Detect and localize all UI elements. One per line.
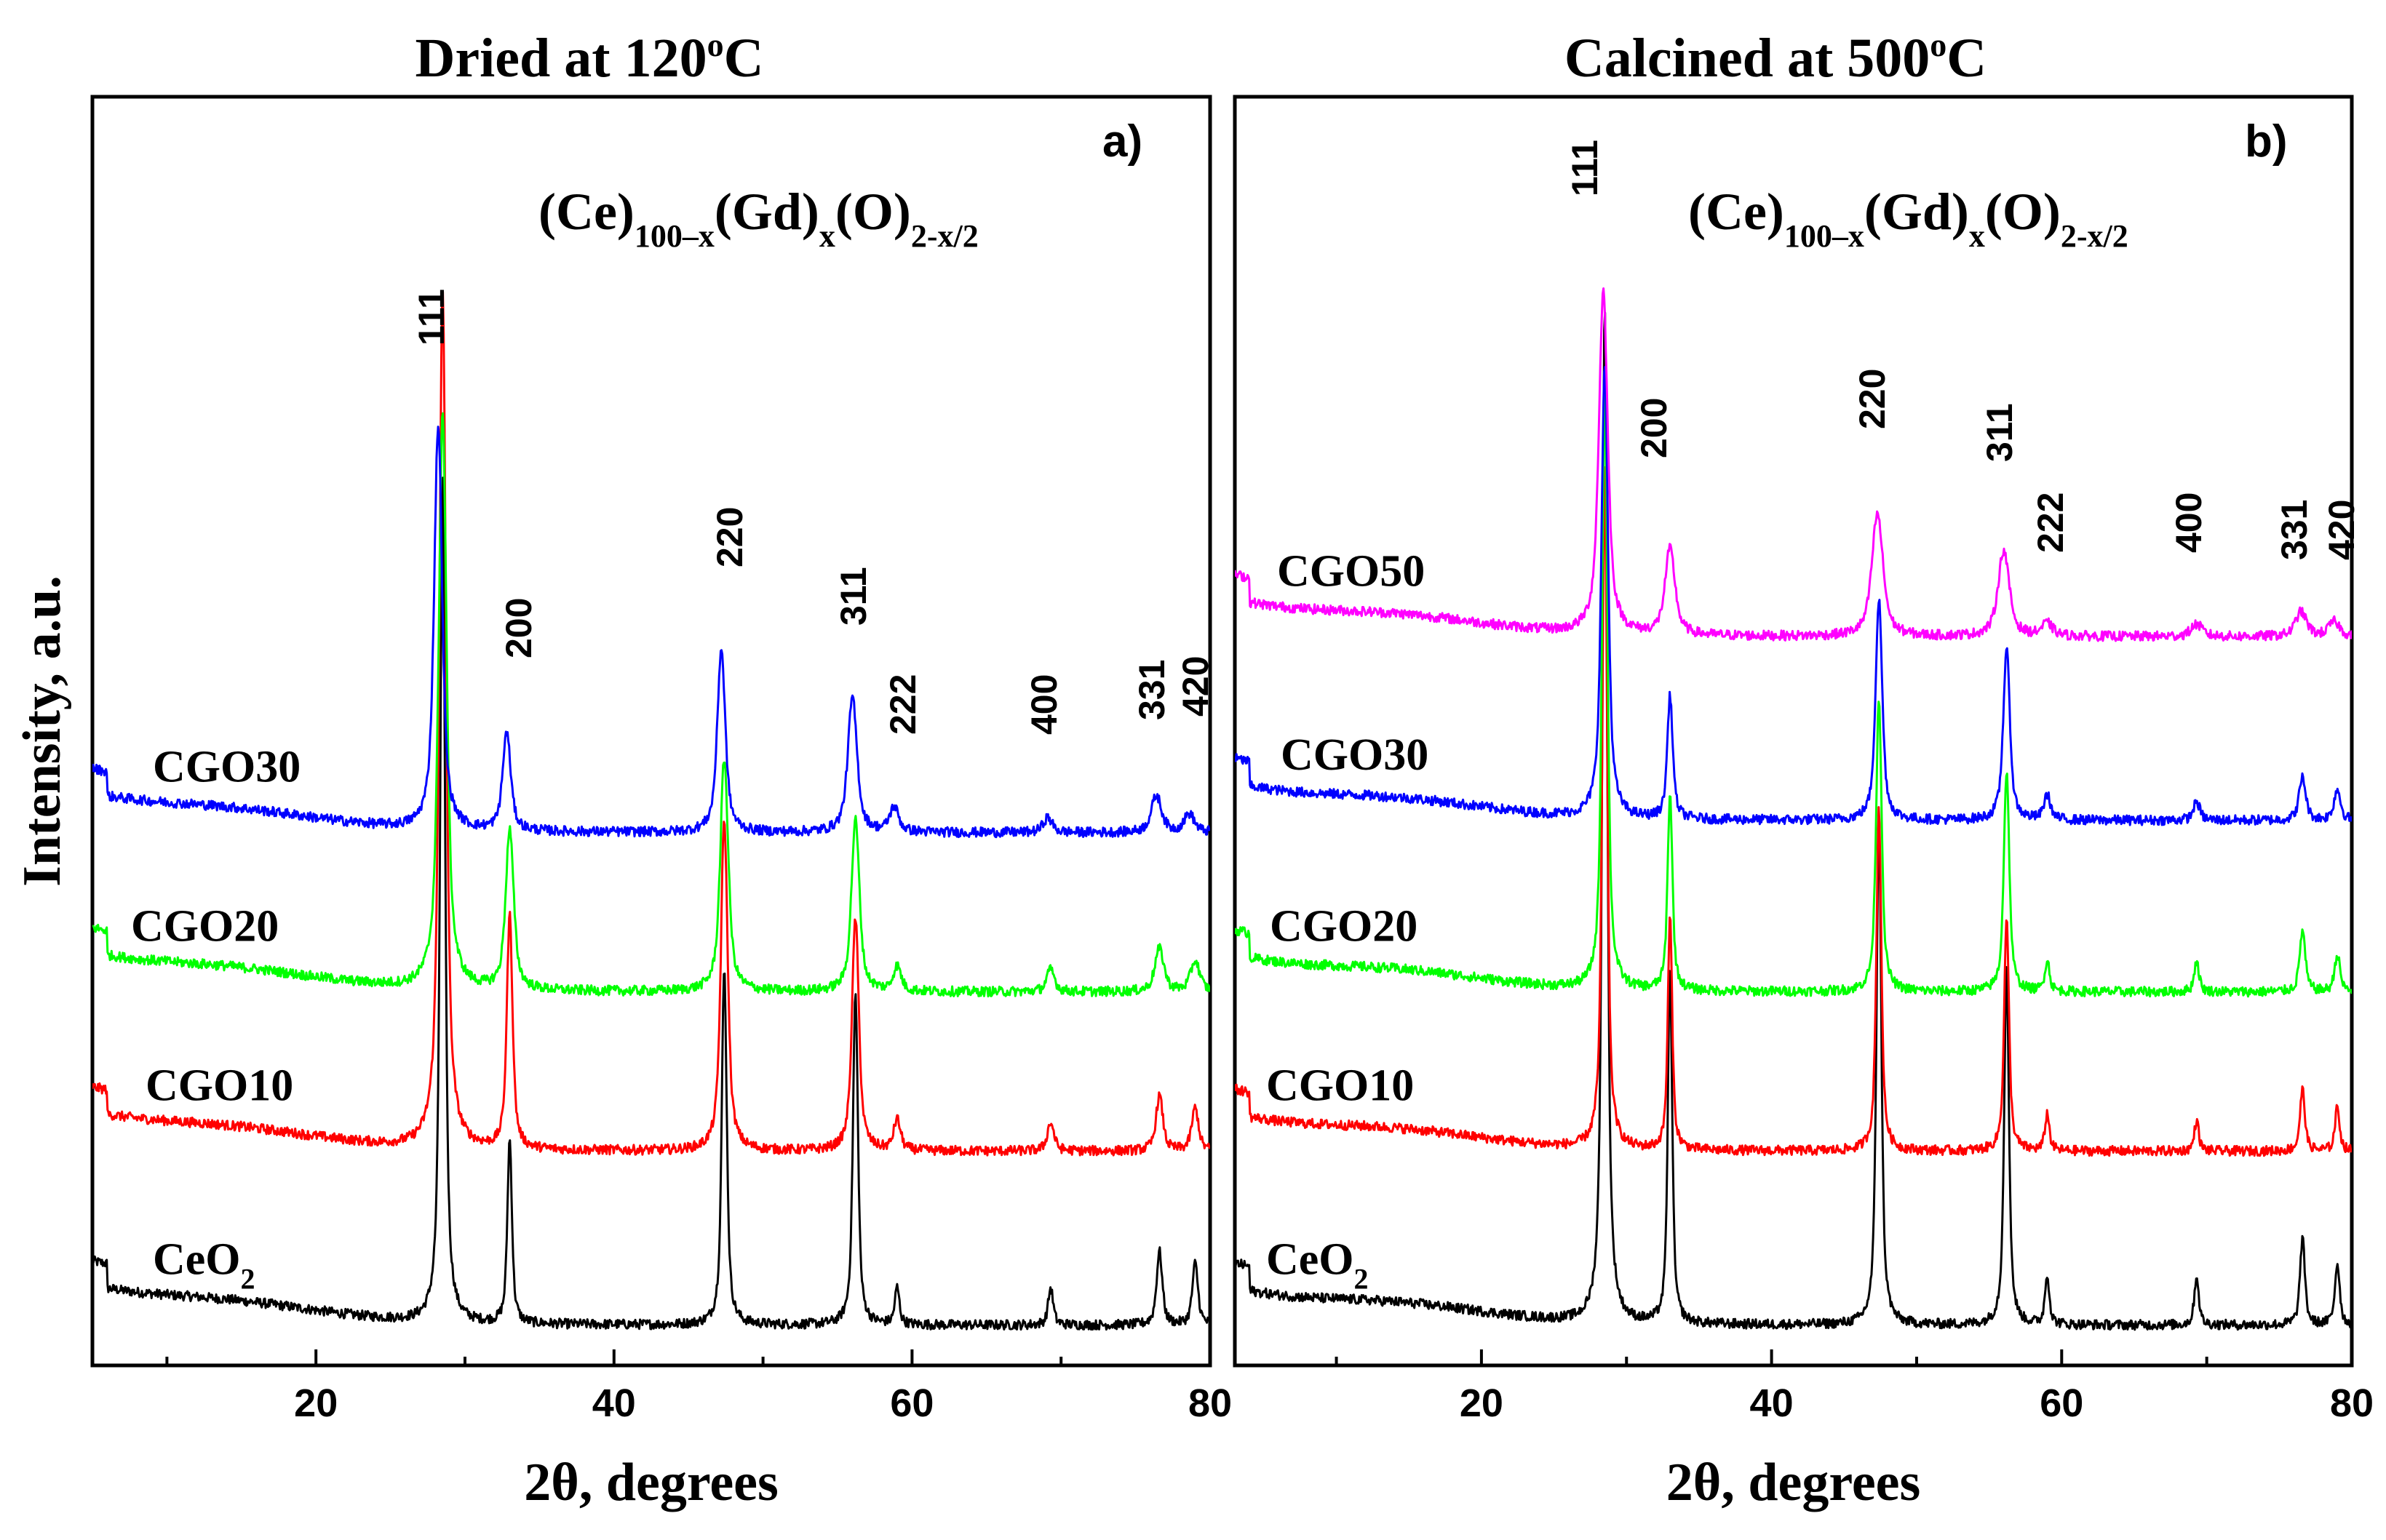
- title-degree: o: [707, 26, 724, 63]
- hkl-label-420: 420: [1175, 656, 1216, 717]
- x-tick-label: 80: [2330, 1381, 2374, 1425]
- series-label-sub: 2: [1354, 1263, 1369, 1296]
- formula-sub-o: 2-x/2: [911, 218, 979, 254]
- series-label-cgo50: CGO50: [1277, 546, 1425, 596]
- formula-sub-o: 2-x/2: [2061, 218, 2128, 254]
- formula-gd: (Gd): [1864, 183, 1969, 241]
- series-label-text: CGO20: [1270, 902, 1417, 951]
- series-label-text: CGO30: [1281, 730, 1428, 780]
- formula-ce: (Ce): [1688, 183, 1784, 241]
- series-label-text: CGO10: [146, 1061, 293, 1111]
- series-line-cgo10: [92, 290, 1210, 1157]
- hkl-label-331: 331: [1132, 660, 1172, 720]
- hkl-label-311: 311: [1979, 403, 2020, 462]
- formula-o: (O): [835, 183, 911, 241]
- hkl-label-220: 220: [709, 507, 750, 567]
- hkl-label-311: 311: [833, 567, 874, 626]
- hkl-label-400: 400: [2168, 492, 2209, 553]
- formula-o: (O): [1985, 183, 2061, 241]
- formula-sub-gd: x: [819, 218, 835, 254]
- x-tick-label: 20: [294, 1381, 338, 1425]
- plot-frame: [1233, 95, 2354, 1368]
- series-label-cgo30: CGO30: [1281, 730, 1428, 780]
- title-unit: C: [1946, 28, 1987, 89]
- x-tick-label: 60: [2040, 1381, 2083, 1425]
- series-label-sub: 2: [241, 1263, 255, 1296]
- panel-title: Dried at 120oC: [415, 26, 764, 89]
- panel-label: a): [1102, 116, 1142, 167]
- plot-frame: [90, 95, 1212, 1368]
- series-label-text: CeO: [1266, 1235, 1354, 1285]
- series-line-cgo20: [1235, 393, 2352, 998]
- hkl-label-111: 111: [1564, 140, 1605, 196]
- formula-sub-gd: x: [1969, 218, 1985, 254]
- series-line-ceo2: [92, 476, 1210, 1331]
- x-axis-label: 2θ, degrees: [1666, 1453, 1921, 1512]
- hkl-label-222: 222: [2030, 492, 2071, 553]
- formula-sub-ce: 100–x: [1784, 218, 1864, 254]
- series-line-cgo50: [1235, 287, 2352, 642]
- hkl-label-331: 331: [2274, 500, 2315, 560]
- hkl-label-222: 222: [883, 674, 923, 735]
- x-axis-label: 2θ, degrees: [524, 1453, 779, 1512]
- formula-ce: (Ce): [538, 183, 635, 241]
- x-tick-label: 60: [890, 1381, 934, 1425]
- hkl-label-220: 220: [1852, 369, 1893, 429]
- hkl-label-420: 420: [2321, 500, 2362, 560]
- title-text: Dried at 120: [415, 28, 707, 89]
- series-label-cgo20: CGO20: [131, 902, 279, 951]
- series-label-text: CGO20: [131, 902, 279, 951]
- series-label-text: CGO50: [1277, 546, 1425, 596]
- formula-gd: (Gd): [715, 183, 819, 241]
- series-label-cgo30: CGO30: [153, 743, 301, 792]
- series-line-cgo10: [1235, 466, 2352, 1157]
- title-degree: o: [1930, 26, 1946, 63]
- title-text: Calcined at 500: [1564, 28, 1930, 89]
- series-line-cgo30: [1235, 365, 2352, 826]
- series-label-cgo20: CGO20: [1270, 902, 1417, 951]
- formula-label: (Ce)100–x(Gd)x(O)2-x/2: [538, 183, 979, 254]
- formula-label: (Ce)100–x(Gd)x(O)2-x/2: [1688, 183, 2128, 254]
- x-tick-label: 80: [1188, 1381, 1232, 1425]
- series-label-ceo2: CeO2: [1266, 1235, 1369, 1296]
- y-axis-label: Intensity, a.u.: [12, 575, 72, 887]
- series-label-cgo10: CGO10: [1266, 1061, 1414, 1111]
- x-tick-label: 40: [1750, 1381, 1794, 1425]
- hkl-label-200: 200: [1634, 398, 1674, 458]
- series-label-text: CGO30: [153, 743, 301, 792]
- series-label-text: CeO: [153, 1235, 241, 1285]
- series-line-cgo20: [92, 412, 1210, 998]
- title-unit: C: [724, 28, 764, 89]
- x-tick-label: 40: [592, 1381, 636, 1425]
- panel-label: b): [2245, 116, 2288, 167]
- series-label-ceo2: CeO2: [153, 1235, 255, 1296]
- formula-sub-ce: 100–x: [635, 218, 715, 254]
- series-line-cgo30: [92, 426, 1210, 839]
- hkl-label-400: 400: [1024, 674, 1065, 735]
- panel-b-calcined: Calcined at 500oC 20 40 60 80 2θ, degrees b) (C…: [1233, 26, 2374, 1512]
- x-tick-label: 20: [1460, 1381, 1503, 1425]
- panel-title: Calcined at 500oC: [1564, 26, 1987, 89]
- series-label-cgo10: CGO10: [146, 1061, 293, 1111]
- hkl-label-111: 111: [411, 289, 452, 346]
- series-line-ceo2: [1235, 311, 2352, 1331]
- hkl-label-200: 200: [498, 598, 539, 658]
- series-label-text: CGO10: [1266, 1061, 1414, 1111]
